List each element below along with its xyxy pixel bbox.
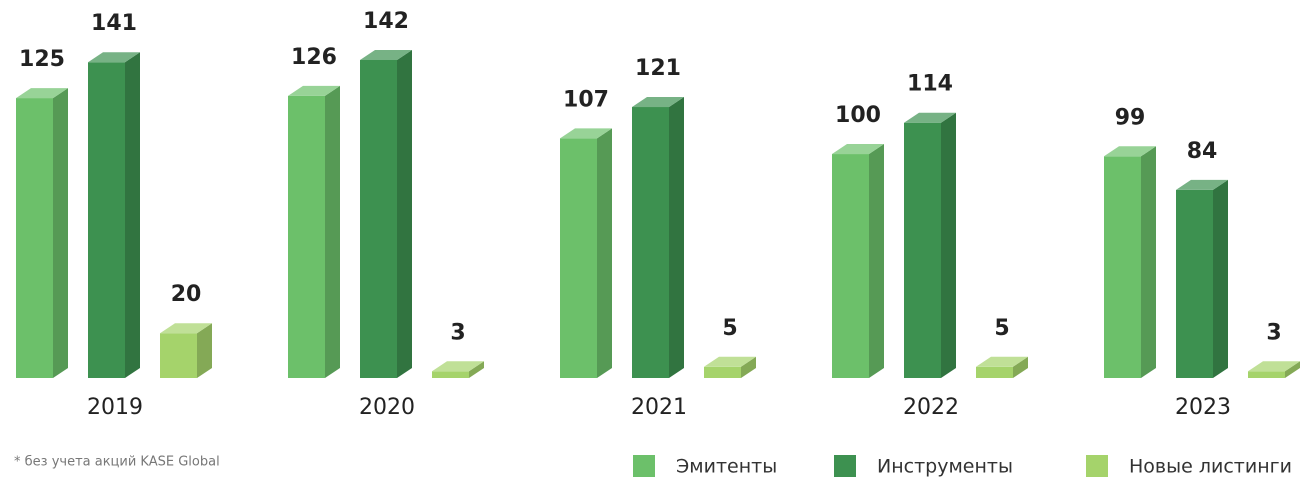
bar [1176,179,1228,378]
bar-front [1248,371,1285,378]
value-label: 125 [19,47,65,72]
bar-top [1248,361,1300,372]
bar [560,128,612,378]
bar [1248,361,1300,378]
bar [360,50,412,378]
value-label: 5 [722,316,737,341]
legend-label: Эмитенты [676,456,777,478]
bar-side [1285,361,1300,378]
bar-front [432,371,469,378]
bar-side [197,323,212,378]
bar-front [560,138,597,378]
value-label: 114 [907,72,953,97]
value-label: 121 [635,56,681,81]
bar [288,85,340,378]
value-label: 126 [291,45,337,70]
value-label: 107 [563,87,609,112]
bar-top [432,361,484,372]
legend-label: Инструменты [877,456,1013,478]
value-label: 142 [363,9,409,34]
bar-front [1104,156,1141,378]
bar-side [1013,356,1028,378]
bar-top [632,97,684,108]
bar [1104,146,1156,378]
bar-top [16,88,68,99]
bar-front [632,107,669,378]
bar [704,356,756,378]
value-label: 3 [450,320,465,345]
bar-top [832,144,884,155]
bar-front [360,60,397,378]
bar [904,112,956,378]
bar-top [360,50,412,60]
bar-top [976,356,1028,367]
legend-swatch [633,455,655,477]
bar-side [597,128,612,378]
value-label: 84 [1187,139,1218,164]
footnote: * без учета акций KASE Global [14,455,220,470]
bar-top [560,128,612,139]
bar [160,323,212,378]
bar [976,356,1028,378]
bar-front [904,122,941,378]
bar-front [160,333,197,378]
bar [632,97,684,378]
bar [832,144,884,378]
bar-side [669,97,684,378]
bar-front [88,62,125,378]
value-label: 141 [91,11,137,36]
bar-front [1176,189,1213,378]
bar [88,52,140,378]
value-label: 99 [1115,105,1146,130]
x-tick-label: 2023 [1175,395,1231,420]
bar-top [88,52,140,63]
value-label: 3 [1266,320,1281,345]
bar-side [397,50,412,378]
value-label: 5 [994,316,1009,341]
legend-swatch [1086,455,1108,477]
bar-side [869,144,884,378]
bar-top [1104,146,1156,157]
bar-side [941,112,956,378]
bar-top [1176,179,1228,190]
bar-side [1141,146,1156,378]
bar-top [288,85,340,96]
bar-top [904,112,956,123]
bar-side [53,88,68,378]
bar-side [1213,179,1228,378]
value-label: 100 [835,103,881,128]
bar-front [976,366,1013,378]
bar-front [16,98,53,378]
bar [432,361,484,378]
x-tick-label: 2020 [359,395,415,420]
bar-top [160,323,212,334]
bar-front [832,154,869,378]
legend-label: Новые листинги [1129,456,1292,478]
bar [16,88,68,378]
x-tick-label: 2022 [903,395,959,420]
value-label: 20 [171,282,202,307]
x-tick-label: 2019 [87,395,143,420]
legend-swatch [834,455,856,477]
bar-front [704,366,741,378]
bar-front [288,95,325,378]
bar-side [125,52,140,378]
bar-side [469,361,484,378]
bar-top [704,356,756,367]
bar-side [741,356,756,378]
bar-side [325,85,340,378]
x-tick-label: 2021 [631,395,687,420]
